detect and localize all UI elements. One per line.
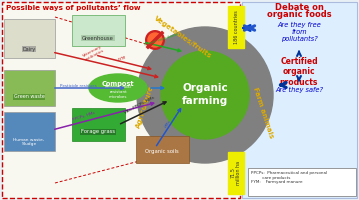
Text: organic foods: organic foods	[267, 10, 331, 19]
FancyBboxPatch shape	[2, 2, 240, 198]
Text: Are they safe?: Are they safe?	[275, 87, 323, 93]
Text: Pesticide residues: Pesticide residues	[60, 84, 97, 88]
FancyBboxPatch shape	[4, 19, 55, 58]
Circle shape	[148, 33, 162, 47]
FancyBboxPatch shape	[135, 136, 188, 162]
Text: Antimicrobial
resistant
microbes: Antimicrobial resistant microbes	[104, 85, 131, 99]
Text: Organic: Organic	[182, 83, 228, 93]
Circle shape	[137, 27, 273, 163]
Text: Compost: Compost	[102, 81, 134, 87]
Bar	[228, 152, 244, 194]
Text: Green waste: Green waste	[14, 95, 45, 99]
Text: Dairy: Dairy	[22, 46, 36, 51]
Text: VAs, PPCPs, HMs: VAs, PPCPs, HMs	[124, 95, 155, 114]
Text: PPCPs, HMs: PPCPs, HMs	[72, 111, 95, 122]
FancyBboxPatch shape	[4, 112, 55, 150]
Text: 186 countries: 186 countries	[233, 10, 238, 44]
FancyBboxPatch shape	[71, 108, 125, 140]
Ellipse shape	[89, 74, 147, 102]
Text: Are they free
from
pollutants?: Are they free from pollutants?	[277, 22, 321, 42]
FancyBboxPatch shape	[4, 70, 55, 106]
FancyBboxPatch shape	[248, 168, 356, 196]
Text: Organic soils: Organic soils	[145, 150, 179, 154]
Text: farming: farming	[182, 96, 228, 106]
Text: Human waste,
Sludge: Human waste, Sludge	[13, 138, 45, 146]
Text: Vegetables/fruits: Vegetables/fruits	[153, 15, 213, 59]
Text: Greenhouse: Greenhouse	[82, 36, 114, 40]
Text: Farm animals: Farm animals	[252, 87, 274, 139]
Text: Certified
organic
products: Certified organic products	[280, 57, 318, 87]
FancyBboxPatch shape	[242, 2, 357, 198]
Text: Agriculture: Agriculture	[135, 85, 155, 129]
Text: Veterinary
antibiotics: Veterinary antibiotics	[82, 44, 105, 62]
Bar	[228, 6, 244, 48]
FancyBboxPatch shape	[71, 15, 125, 46]
Text: HMs: HMs	[164, 119, 172, 129]
Text: 71.5
million ha: 71.5 million ha	[230, 161, 241, 185]
Text: Forage grass: Forage grass	[81, 130, 115, 134]
Text: Possible ways of pollutants’ flow: Possible ways of pollutants’ flow	[6, 5, 141, 11]
Text: PPCPs:  Pharmaceutical and personal
         care products
FYM:    Farmyard manu: PPCPs: Pharmaceutical and personal care …	[251, 171, 327, 184]
Text: FYM: FYM	[117, 55, 127, 62]
Circle shape	[145, 30, 165, 50]
Text: Flame retardants: Flame retardants	[145, 32, 179, 46]
Text: Debate on: Debate on	[275, 3, 323, 12]
Circle shape	[161, 51, 249, 139]
